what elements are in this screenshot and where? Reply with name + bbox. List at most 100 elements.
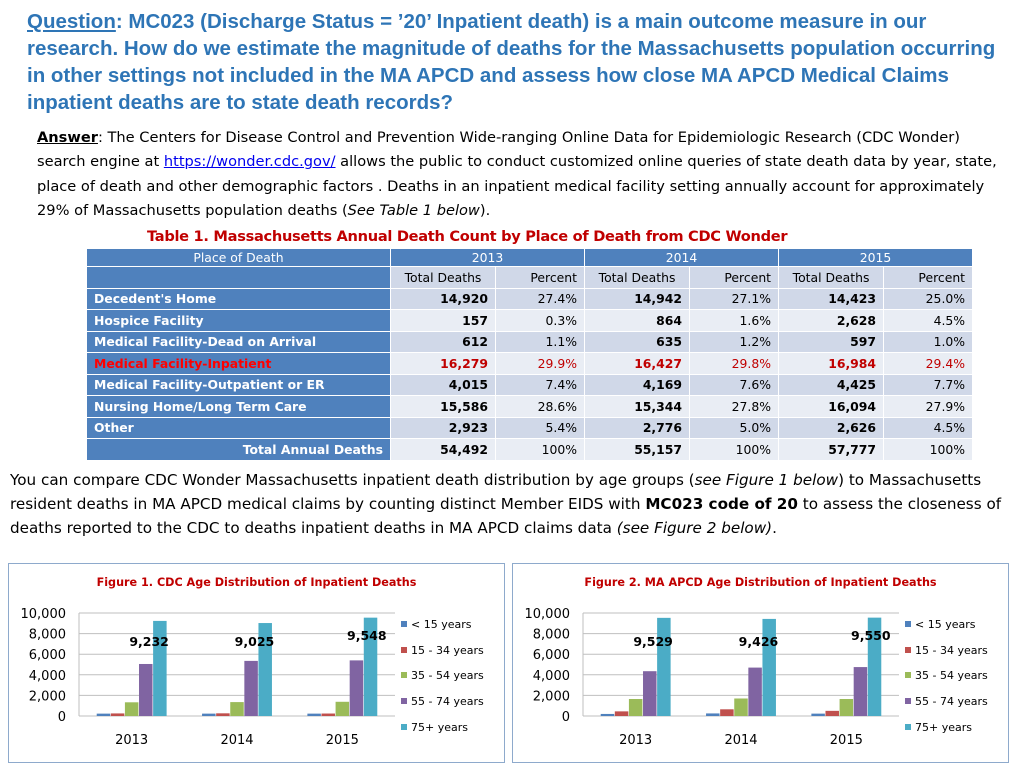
header-percent: Percent [883, 266, 974, 289]
figure-1-chart: Figure 1. CDC Age Distribution of Inpati… [8, 563, 505, 763]
bar-35-54-years [628, 699, 643, 716]
row-label: Decedent's Home [86, 287, 391, 310]
percent-cell: 27.4% [494, 287, 586, 310]
total-deaths-cell: 16,427 [584, 352, 691, 375]
total-deaths-cell: 2,923 [390, 416, 496, 439]
header-total-deaths: Total Deaths [778, 266, 885, 289]
bar-15-years [600, 713, 615, 716]
legend-item: 75+ years [905, 721, 988, 747]
percent-cell: 0.3% [494, 309, 586, 332]
table-row: Nursing Home/Long Term Care 15,586 28.6% 15… [86, 395, 974, 418]
percent-cell: 100% [689, 438, 780, 461]
bar-75-years [762, 618, 776, 716]
total-deaths-cell: 597 [778, 330, 885, 353]
legend-item: < 15 years [905, 618, 988, 644]
total-deaths-cell: 57,777 [778, 438, 885, 461]
total-deaths-cell: 864 [584, 309, 691, 332]
total-deaths-cell: 15,344 [584, 395, 691, 418]
figure-2-chart: Figure 2. MA APCD Age Distribution of In… [512, 563, 1009, 763]
total-deaths-cell: 157 [390, 309, 496, 332]
legend-label: 15 - 34 years [411, 643, 484, 657]
percent-cell: 27.8% [689, 395, 780, 418]
y-tick-label: 6,000 [29, 648, 66, 663]
total-deaths-cell: 2,626 [778, 416, 885, 439]
header-year-2013: 2013 [389, 248, 586, 267]
bar-15-years [307, 713, 321, 716]
table-row: Medical Facility-Dead on Arrival 612 1.1% 6… [86, 330, 974, 353]
bar-15-years [811, 713, 825, 716]
legend-item: 15 - 34 years [401, 644, 484, 670]
comparison-paragraph: You can compare CDC Wonder Massachusetts… [10, 468, 1015, 540]
bar-15-years [202, 713, 216, 716]
total-deaths-cell: 15,586 [390, 395, 496, 418]
bar-75-years [657, 617, 671, 716]
chart-plot: 0 2,000 4,000 6,000 8,000 10,000 2013 9,529 2014… [525, 607, 899, 748]
figure-2-reference: (see Figure 2 below) [616, 519, 773, 537]
row-label: Nursing Home/Long Term Care [86, 395, 391, 418]
legend-item: < 15 years [401, 618, 484, 644]
legend-swatch [401, 646, 407, 653]
answer-text-1: : The Centers for Disease Control and Pr… [37, 129, 960, 171]
percent-cell: 29.8% [689, 352, 780, 375]
percent-cell: 5.0% [689, 416, 780, 439]
answer-table-reference: See Table 1 below [347, 202, 480, 220]
percent-cell: 25.0% [883, 287, 974, 310]
table-row: Decedent's Home 14,920 27.4% 14,942 27.1% 14,… [86, 287, 974, 310]
table-row: Medical Facility-Inpatient 16,279 29.9% 16,… [86, 352, 974, 375]
x-tick-label: 2013 [619, 733, 652, 748]
cdc-wonder-link[interactable]: https://wonder.cdc.gov/ [163, 153, 336, 171]
x-tick-label: 2014 [724, 733, 757, 748]
total-deaths-cell: 635 [584, 330, 691, 353]
header-total-deaths: Total Deaths [584, 266, 691, 289]
row-label: Medical Facility-Inpatient [86, 352, 391, 375]
y-tick-label: 0 [562, 710, 570, 725]
table-row: Medical Facility-Outpatient or ER 4,015 7.… [86, 373, 974, 396]
percent-cell: 29.9% [494, 352, 586, 375]
legend-swatch [905, 723, 911, 730]
y-tick-label: 4,000 [29, 669, 66, 684]
legend-swatch [905, 698, 911, 705]
bar-35-54-years [124, 702, 139, 716]
data-label: 9,232 [129, 634, 169, 649]
question-heading: Question: MC023 (Discharge Status = ’20’… [27, 8, 1012, 116]
row-label: Hospice Facility [86, 309, 391, 332]
percent-cell: 1.6% [689, 309, 780, 332]
y-tick-label: 10,000 [525, 607, 571, 622]
legend-swatch [401, 698, 407, 705]
figure-1-title: Figure 1. CDC Age Distribution of Inpati… [96, 576, 417, 589]
legend-label: 35 - 54 years [411, 669, 484, 683]
total-deaths-cell: 4,169 [584, 373, 691, 396]
x-tick-label: 2013 [115, 733, 148, 748]
percent-cell: 100% [494, 438, 586, 461]
percent-cell: 27.9% [883, 395, 974, 418]
bar-35-54-years [230, 702, 244, 716]
percent-cell: 29.4% [883, 352, 974, 375]
percent-cell: 1.2% [689, 330, 780, 353]
percent-cell: 100% [883, 438, 974, 461]
percent-cell: 4.5% [883, 309, 974, 332]
legend-label: 55 - 74 years [915, 695, 988, 709]
figure-2-title: Figure 2. MA APCD Age Distribution of In… [584, 576, 937, 589]
header-percent: Percent [494, 266, 586, 289]
percent-cell: 27.1% [689, 287, 780, 310]
answer-label: Answer [37, 129, 98, 146]
total-deaths-cell: 16,984 [778, 352, 885, 375]
header-year-2015: 2015 [778, 248, 974, 267]
total-deaths-cell: 16,094 [778, 395, 885, 418]
data-label: 9,426 [739, 634, 779, 649]
bar-35-54-years [839, 699, 854, 716]
bar-55-74-years [139, 663, 153, 716]
bar-75-years [153, 620, 167, 716]
bar-15-34-years [720, 709, 734, 716]
legend-label: 75+ years [915, 720, 972, 734]
legend-swatch [401, 621, 407, 627]
table-row: Other 2,923 5.4% 2,776 5.0% 2,626 4.5% [86, 416, 974, 439]
row-label: Other [86, 416, 391, 439]
y-tick-label: 2,000 [533, 689, 570, 704]
header-blank [86, 266, 391, 289]
answer-text-3: ). [479, 202, 491, 220]
header-place-of-death: Place of Death [86, 248, 391, 267]
legend-label: < 15 years [915, 618, 976, 631]
table-title: Table 1. Massachusetts Annual Death Coun… [147, 228, 788, 245]
compare-text-4: . [772, 519, 777, 537]
